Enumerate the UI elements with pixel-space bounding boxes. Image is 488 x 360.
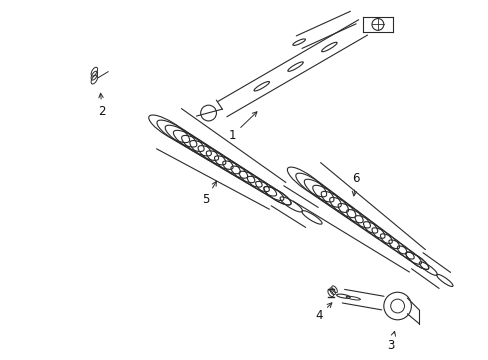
Text: 5: 5 <box>202 181 216 206</box>
Text: 3: 3 <box>386 332 395 352</box>
Text: 2: 2 <box>98 93 106 118</box>
Text: 6: 6 <box>351 171 359 196</box>
Text: 1: 1 <box>228 112 257 142</box>
Text: 4: 4 <box>314 303 331 322</box>
